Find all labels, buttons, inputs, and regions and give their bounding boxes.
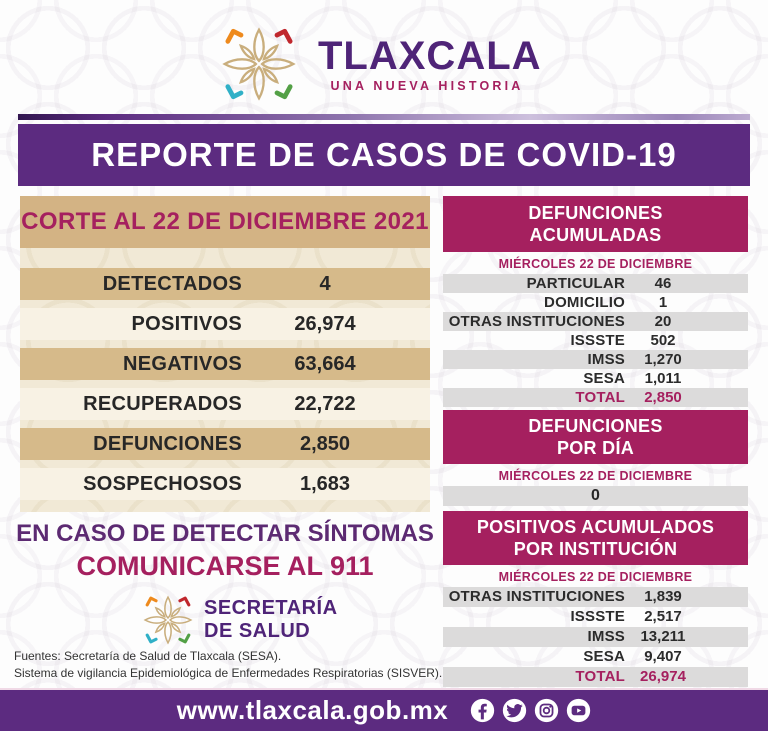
deaths-daily-title-line1: DEFUNCIONES xyxy=(528,415,663,436)
stat-label: DETECTADOS xyxy=(102,273,242,295)
row-label: DOMICILIO xyxy=(544,294,625,311)
stat-label: POSITIVOS xyxy=(131,313,242,335)
stat-row-positivos: POSITIVOS 26,974 xyxy=(20,308,430,340)
social-icons xyxy=(470,698,591,723)
sources-line2: Sistema de vigilancia Epidemiológica de … xyxy=(14,666,443,681)
deaths-daily-banner: DEFUNCIONES POR DÍA xyxy=(443,410,748,464)
row-value: 9,407 xyxy=(644,648,682,665)
cutoff-date-label: CORTE AL 22 DE DICIEMBRE 2021 xyxy=(21,208,429,235)
table-row-total: TOTAL 26,974 xyxy=(443,667,748,687)
deaths-daily-date: MIÉRCOLES 22 DE DICIEMBRE xyxy=(498,469,693,483)
row-label: IMSS xyxy=(587,628,625,645)
stat-label: DEFUNCIONES xyxy=(93,433,242,455)
deaths-cumulative-banner: DEFUNCIONES ACUMULADAS xyxy=(443,196,748,252)
table-row: ISSSTE 2,517 xyxy=(443,607,748,627)
table-row: PARTICULAR 46 xyxy=(443,274,748,293)
health-ministry-line2: DE SALUD xyxy=(204,620,311,642)
row-value: 46 xyxy=(654,275,672,292)
stat-row-sospechosos: SOSPECHOSOS 1,683 xyxy=(20,468,430,500)
deaths-cumulative-title-line2: ACUMULADAS xyxy=(529,225,662,245)
sources-line1: Fuentes: Secretaría de Salud de Tlaxcala… xyxy=(14,649,282,663)
positives-institution-title-line2: POR INSTITUCIÓN xyxy=(513,539,678,559)
table-row: IMSS 1,270 xyxy=(443,350,748,369)
symptoms-notice-line1: EN CASO DE DETECTAR SÍNTOMAS xyxy=(16,520,434,547)
health-ministry-logo: SECRETARÍA DE SALUD xyxy=(142,592,338,648)
row-label: SESA xyxy=(583,370,625,387)
stat-row-negativos: NEGATIVOS 63,664 xyxy=(20,348,430,380)
row-value: 1 xyxy=(658,294,668,311)
positives-institution-table: OTRAS INSTITUCIONES 1,839 ISSSTE 2,517 I… xyxy=(443,587,748,687)
positives-institution-title-line1: POSITIVOS ACUMULADOS xyxy=(476,516,715,537)
health-ministry-line1: SECRETARÍA xyxy=(204,597,338,619)
table-row: SESA 9,407 xyxy=(443,647,748,667)
stat-label: RECUPERADOS xyxy=(83,393,242,415)
row-value: 1,270 xyxy=(644,351,682,368)
cutoff-date-header: CORTE AL 22 DE DICIEMBRE 2021 xyxy=(20,196,430,248)
stat-value: 2,850 xyxy=(299,433,351,455)
row-label: TOTAL xyxy=(575,389,625,406)
table-row: ISSSTE 502 xyxy=(443,331,748,350)
stat-value: 26,974 xyxy=(294,313,356,335)
row-label: PARTICULAR xyxy=(526,275,625,292)
row-value: 502 xyxy=(650,332,676,349)
row-label: OTRAS INSTITUCIONES xyxy=(448,313,625,330)
brand-title: TLAXCALA xyxy=(318,34,542,78)
row-value: 13,211 xyxy=(640,628,686,645)
website-url[interactable]: www.tlaxcala.gob.mx xyxy=(176,695,449,725)
row-value: 2,850 xyxy=(644,389,682,406)
positives-institution-date: MIÉRCOLES 22 DE DICIEMBRE xyxy=(498,570,693,584)
header-divider-line xyxy=(18,114,750,120)
table-row: OTRAS INSTITUCIONES 20 xyxy=(443,312,748,331)
stat-label: NEGATIVOS xyxy=(122,353,242,375)
table-row: OTRAS INSTITUCIONES 1,839 xyxy=(443,587,748,607)
twitter-icon[interactable] xyxy=(502,698,527,723)
table-row: SESA 1,011 xyxy=(443,369,748,388)
positives-institution-banner: POSITIVOS ACUMULADOS POR INSTITUCIÓN xyxy=(443,511,748,565)
row-label: ISSSTE xyxy=(570,332,625,349)
row-label: IMSS xyxy=(587,351,625,368)
table-row: IMSS 13,211 xyxy=(443,627,748,647)
deaths-daily-title-line2: POR DÍA xyxy=(556,438,635,458)
cases-summary-panel: CORTE AL 22 DE DICIEMBRE 2021 DETECTADOS… xyxy=(20,196,430,512)
stat-row-detectados: DETECTADOS 4 xyxy=(20,268,430,300)
row-value: 2,517 xyxy=(644,608,682,625)
stat-value: 4 xyxy=(319,273,331,295)
stat-row-recuperados: RECUPERADOS 22,722 xyxy=(20,388,430,420)
stat-label: SOSPECHOSOS xyxy=(83,473,242,495)
row-label: SESA xyxy=(583,648,625,665)
row-label: OTRAS INSTITUCIONES xyxy=(448,588,625,605)
deaths-cumulative-table: PARTICULAR 46 DOMICILIO 1 OTRAS INSTITUC… xyxy=(443,274,748,407)
sources-note: Fuentes: Secretaría de Salud de Tlaxcala… xyxy=(14,648,454,683)
row-label: TOTAL xyxy=(575,668,625,685)
brand-tagline: UNA NUEVA HISTORIA xyxy=(330,79,524,93)
tlaxcala-flower-icon xyxy=(220,20,298,108)
institution-panels: DEFUNCIONES ACUMULADAS MIÉRCOLES 22 DE D… xyxy=(443,196,748,687)
report-title-banner: REPORTE DE CASOS DE COVID-19 xyxy=(18,124,750,186)
row-value: 20 xyxy=(654,313,672,330)
table-row-total: TOTAL 2,850 xyxy=(443,388,748,407)
health-ministry-name: SECRETARÍA DE SALUD xyxy=(204,597,338,643)
stat-row-defunciones: DEFUNCIONES 2,850 xyxy=(20,428,430,460)
report-title: REPORTE DE CASOS DE COVID-19 xyxy=(91,136,677,173)
symptoms-notice-line2: COMUNICARSE AL 911 xyxy=(76,551,374,581)
row-value: 1,011 xyxy=(644,370,682,387)
stat-value: 1,683 xyxy=(299,473,351,495)
deaths-cumulative-title-line1: DEFUNCIONES xyxy=(528,202,663,223)
health-flower-icon xyxy=(143,595,193,645)
deaths-cumulative-date: MIÉRCOLES 22 DE DICIEMBRE xyxy=(498,257,693,271)
stat-value: 63,664 xyxy=(294,353,356,375)
youtube-icon[interactable] xyxy=(566,698,591,723)
facebook-icon[interactable] xyxy=(470,698,495,723)
table-row: DOMICILIO 1 xyxy=(443,293,748,312)
row-value: 26,974 xyxy=(640,668,686,685)
row-value: 1,839 xyxy=(644,588,682,605)
stat-value: 22,722 xyxy=(294,393,356,415)
row-label: ISSSTE xyxy=(570,608,625,625)
deaths-daily-value: 0 xyxy=(443,486,748,506)
instagram-icon[interactable] xyxy=(534,698,559,723)
footer-bar: www.tlaxcala.gob.mx xyxy=(0,690,768,731)
